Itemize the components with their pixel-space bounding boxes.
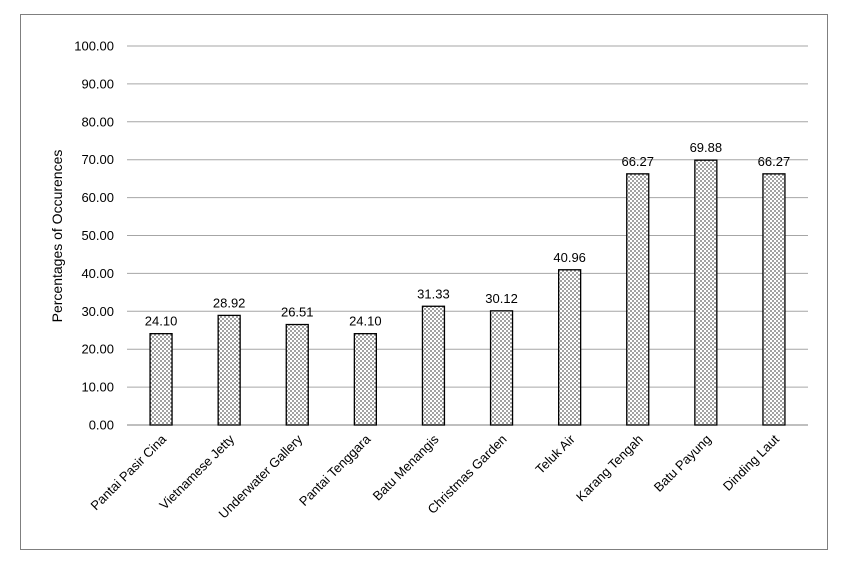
bar bbox=[149, 333, 173, 426]
y-tick-label: 10.00 bbox=[81, 380, 114, 395]
x-tick-label: Batu Menangis bbox=[370, 431, 442, 503]
y-tick-label: 30.00 bbox=[81, 304, 114, 319]
data-label: 40.96 bbox=[553, 250, 586, 265]
bars bbox=[149, 159, 786, 426]
x-tick-label: Pantai Tenggara bbox=[296, 431, 374, 509]
bar bbox=[285, 323, 309, 426]
data-label: 24.10 bbox=[349, 314, 382, 329]
y-tick-label: 0.00 bbox=[89, 418, 114, 433]
x-tick-label: Karang Tengah bbox=[573, 432, 646, 505]
y-tick-label: 50.00 bbox=[81, 228, 114, 243]
y-tick-label: 80.00 bbox=[81, 114, 114, 129]
x-tick-label: Batu Payung bbox=[651, 432, 714, 495]
y-axis-ticks: 0.00 10.00 20.00 30.00 40.00 50.00 60.00 70.00 8… bbox=[74, 39, 114, 433]
data-labels: 24.10 28.92 26.51 24.10 31.33 30.12 40.96 66.27… bbox=[145, 140, 790, 329]
data-label: 31.33 bbox=[417, 286, 450, 301]
bar bbox=[489, 310, 514, 426]
y-axis-label: Percentages of Occurences bbox=[49, 150, 65, 323]
bar bbox=[353, 333, 378, 426]
data-label: 30.12 bbox=[485, 291, 518, 306]
data-label: 66.27 bbox=[758, 154, 791, 169]
bar bbox=[626, 173, 650, 426]
x-tick-label: Teluk Air bbox=[532, 431, 578, 477]
data-label: 24.10 bbox=[145, 314, 178, 329]
data-label: 28.92 bbox=[213, 295, 246, 310]
data-label: 69.88 bbox=[690, 140, 723, 155]
y-tick-label: 40.00 bbox=[81, 266, 114, 281]
x-tick-label: Dinding Laut bbox=[720, 431, 782, 493]
y-tick-label: 100.00 bbox=[74, 39, 114, 54]
y-tick-label: 90.00 bbox=[81, 76, 114, 91]
y-tick-label: 60.00 bbox=[81, 190, 114, 205]
bar bbox=[217, 314, 241, 426]
bar bbox=[421, 305, 446, 426]
y-tick-label: 70.00 bbox=[81, 152, 114, 167]
bar bbox=[558, 269, 582, 426]
y-tick-label: 20.00 bbox=[81, 342, 114, 357]
bar bbox=[762, 173, 786, 426]
chart-frame bbox=[20, 14, 828, 550]
data-label: 66.27 bbox=[621, 154, 654, 169]
bar bbox=[694, 159, 718, 426]
data-label: 26.51 bbox=[281, 305, 314, 320]
